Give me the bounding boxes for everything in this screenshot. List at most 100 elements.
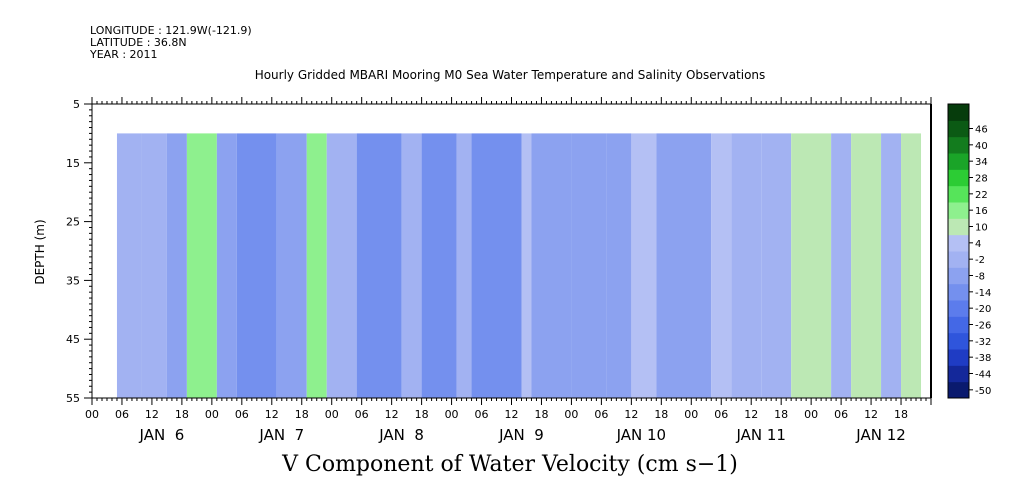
colorbar-swatch: [948, 169, 969, 187]
heatmap-cells: [116, 133, 922, 398]
heatmap-band: [631, 133, 657, 398]
x-tick-label: 06: [834, 408, 848, 421]
x-tick-label: 00: [85, 408, 99, 421]
heatmap-band: [456, 133, 472, 398]
colorbar-label: 28: [975, 174, 988, 185]
heatmap-band: [901, 133, 922, 398]
colorbar-swatch: [948, 381, 969, 399]
colorbar-label: 40: [975, 141, 988, 152]
heatmap-band: [216, 133, 237, 398]
y-tick-label: 55: [66, 392, 80, 405]
colorbar-label: -50: [975, 386, 991, 397]
x-tick-label: 18: [415, 408, 429, 421]
x-tick-label: 00: [684, 408, 698, 421]
colorbar-label: -2: [975, 255, 985, 266]
heatmap-band: [606, 133, 632, 398]
colorbar-label: -44: [975, 370, 991, 381]
longitude-text: LONGITUDE : 121.9W(-121.9): [90, 24, 252, 37]
heatmap-band: [236, 133, 277, 398]
colorbar-swatch: [948, 365, 969, 383]
colorbar-swatch: [948, 283, 969, 301]
x-tick-label: 06: [475, 408, 489, 421]
chart-title: Hourly Gridded MBARI Mooring M0 Sea Wate…: [254, 68, 766, 82]
x-tick-label: 00: [325, 408, 339, 421]
colorbar-swatch: [948, 120, 969, 138]
colorbar-label: 34: [975, 157, 988, 168]
heatmap-band: [471, 133, 522, 398]
heatmap-band: [881, 133, 902, 398]
y-tick-label: 25: [66, 216, 80, 229]
colorbar-label: 46: [975, 125, 988, 136]
x-tick-label: 00: [804, 408, 818, 421]
x-day-label: JAN 12: [855, 426, 906, 444]
x-tick-label: 12: [265, 408, 279, 421]
x-tick-label: 18: [534, 408, 548, 421]
x-tick-label: 18: [654, 408, 668, 421]
heatmap-band: [731, 133, 762, 398]
y-tick-label: 5: [73, 98, 80, 111]
metadata-block: LONGITUDE : 121.9W(-121.9) LATITUDE : 36…: [90, 25, 252, 61]
heatmap-band: [326, 133, 357, 398]
x-day-label: JAN 9: [498, 426, 544, 444]
heatmap-band: [851, 133, 882, 398]
colorbar-swatch: [948, 153, 969, 170]
x-tick-label: 06: [594, 408, 608, 421]
x-tick-label: 18: [175, 408, 189, 421]
heatmap-band: [186, 133, 217, 398]
x-tick-label: 06: [235, 408, 249, 421]
x-tick-label: 00: [445, 408, 459, 421]
x-tick-label: 00: [205, 408, 219, 421]
colorbar-label: 16: [975, 206, 988, 217]
heatmap-band: [141, 133, 167, 398]
colorbar-label: -14: [975, 288, 991, 299]
x-tick-label: 18: [295, 408, 309, 421]
heatmap-band: [401, 133, 422, 398]
heatmap-band: [711, 133, 732, 398]
colorbar-label: -20: [975, 304, 991, 315]
x-tick-label: 12: [145, 408, 159, 421]
colorbar-swatch: [948, 104, 969, 121]
x-tick-label: 18: [774, 408, 788, 421]
y-tick-label: 35: [66, 274, 80, 287]
heatmap-band: [306, 133, 327, 398]
x-tick-label: 06: [714, 408, 728, 421]
colorbar-swatch: [948, 349, 969, 366]
colorbar-label: 22: [975, 190, 988, 201]
x-tick-label: 12: [385, 408, 399, 421]
x-day-label: JAN 11: [735, 426, 786, 444]
colorbar-swatch: [948, 300, 969, 317]
x-axis: 00 06 12 18 00 06 12 18 00 06 12 18 00 06 12 18 00 06 12 18…: [85, 97, 932, 444]
heatmap-band: [521, 133, 532, 398]
y-tick-label: 15: [66, 157, 80, 170]
colorbar-swatch: [948, 234, 969, 252]
heatmap-band: [761, 133, 792, 398]
x-tick-label: 06: [115, 408, 129, 421]
colorbar-label: -38: [975, 353, 991, 364]
colorbar-border: [947, 103, 970, 399]
colorbar-label: 4: [975, 239, 981, 250]
heatmap-band: [421, 133, 457, 398]
colorbar-label: 10: [975, 223, 988, 234]
x-day-label: JAN 6: [139, 426, 185, 444]
x-tick-label: 00: [564, 408, 578, 421]
colorbar-swatch: [948, 267, 969, 285]
colorbar-swatch: [948, 251, 969, 268]
year-text: YEAR : 2011: [90, 48, 158, 61]
x-axis-label: V Component of Water Velocity (cm s−1): [282, 452, 738, 477]
x-day-label: JAN 8: [378, 426, 424, 444]
y-axis: 5 15 25 35 45 55: [66, 98, 92, 405]
colorbar-swatch: [948, 316, 969, 334]
heatmap-band: [571, 133, 607, 398]
x-tick-label: 12: [505, 408, 519, 421]
colorbar-label: -32: [975, 337, 991, 348]
latitude-text: LATITUDE : 36.8N: [90, 36, 187, 49]
heatmap-band: [791, 133, 832, 398]
colorbar-label: -8: [975, 272, 985, 283]
colorbar-swatch: [948, 136, 969, 154]
heatmap-band: [276, 133, 307, 398]
x-tick-label: 12: [624, 408, 638, 421]
heatmap-band: [531, 133, 572, 398]
x-day-label: JAN 7: [258, 426, 304, 444]
colorbar-swatch: [948, 202, 969, 219]
